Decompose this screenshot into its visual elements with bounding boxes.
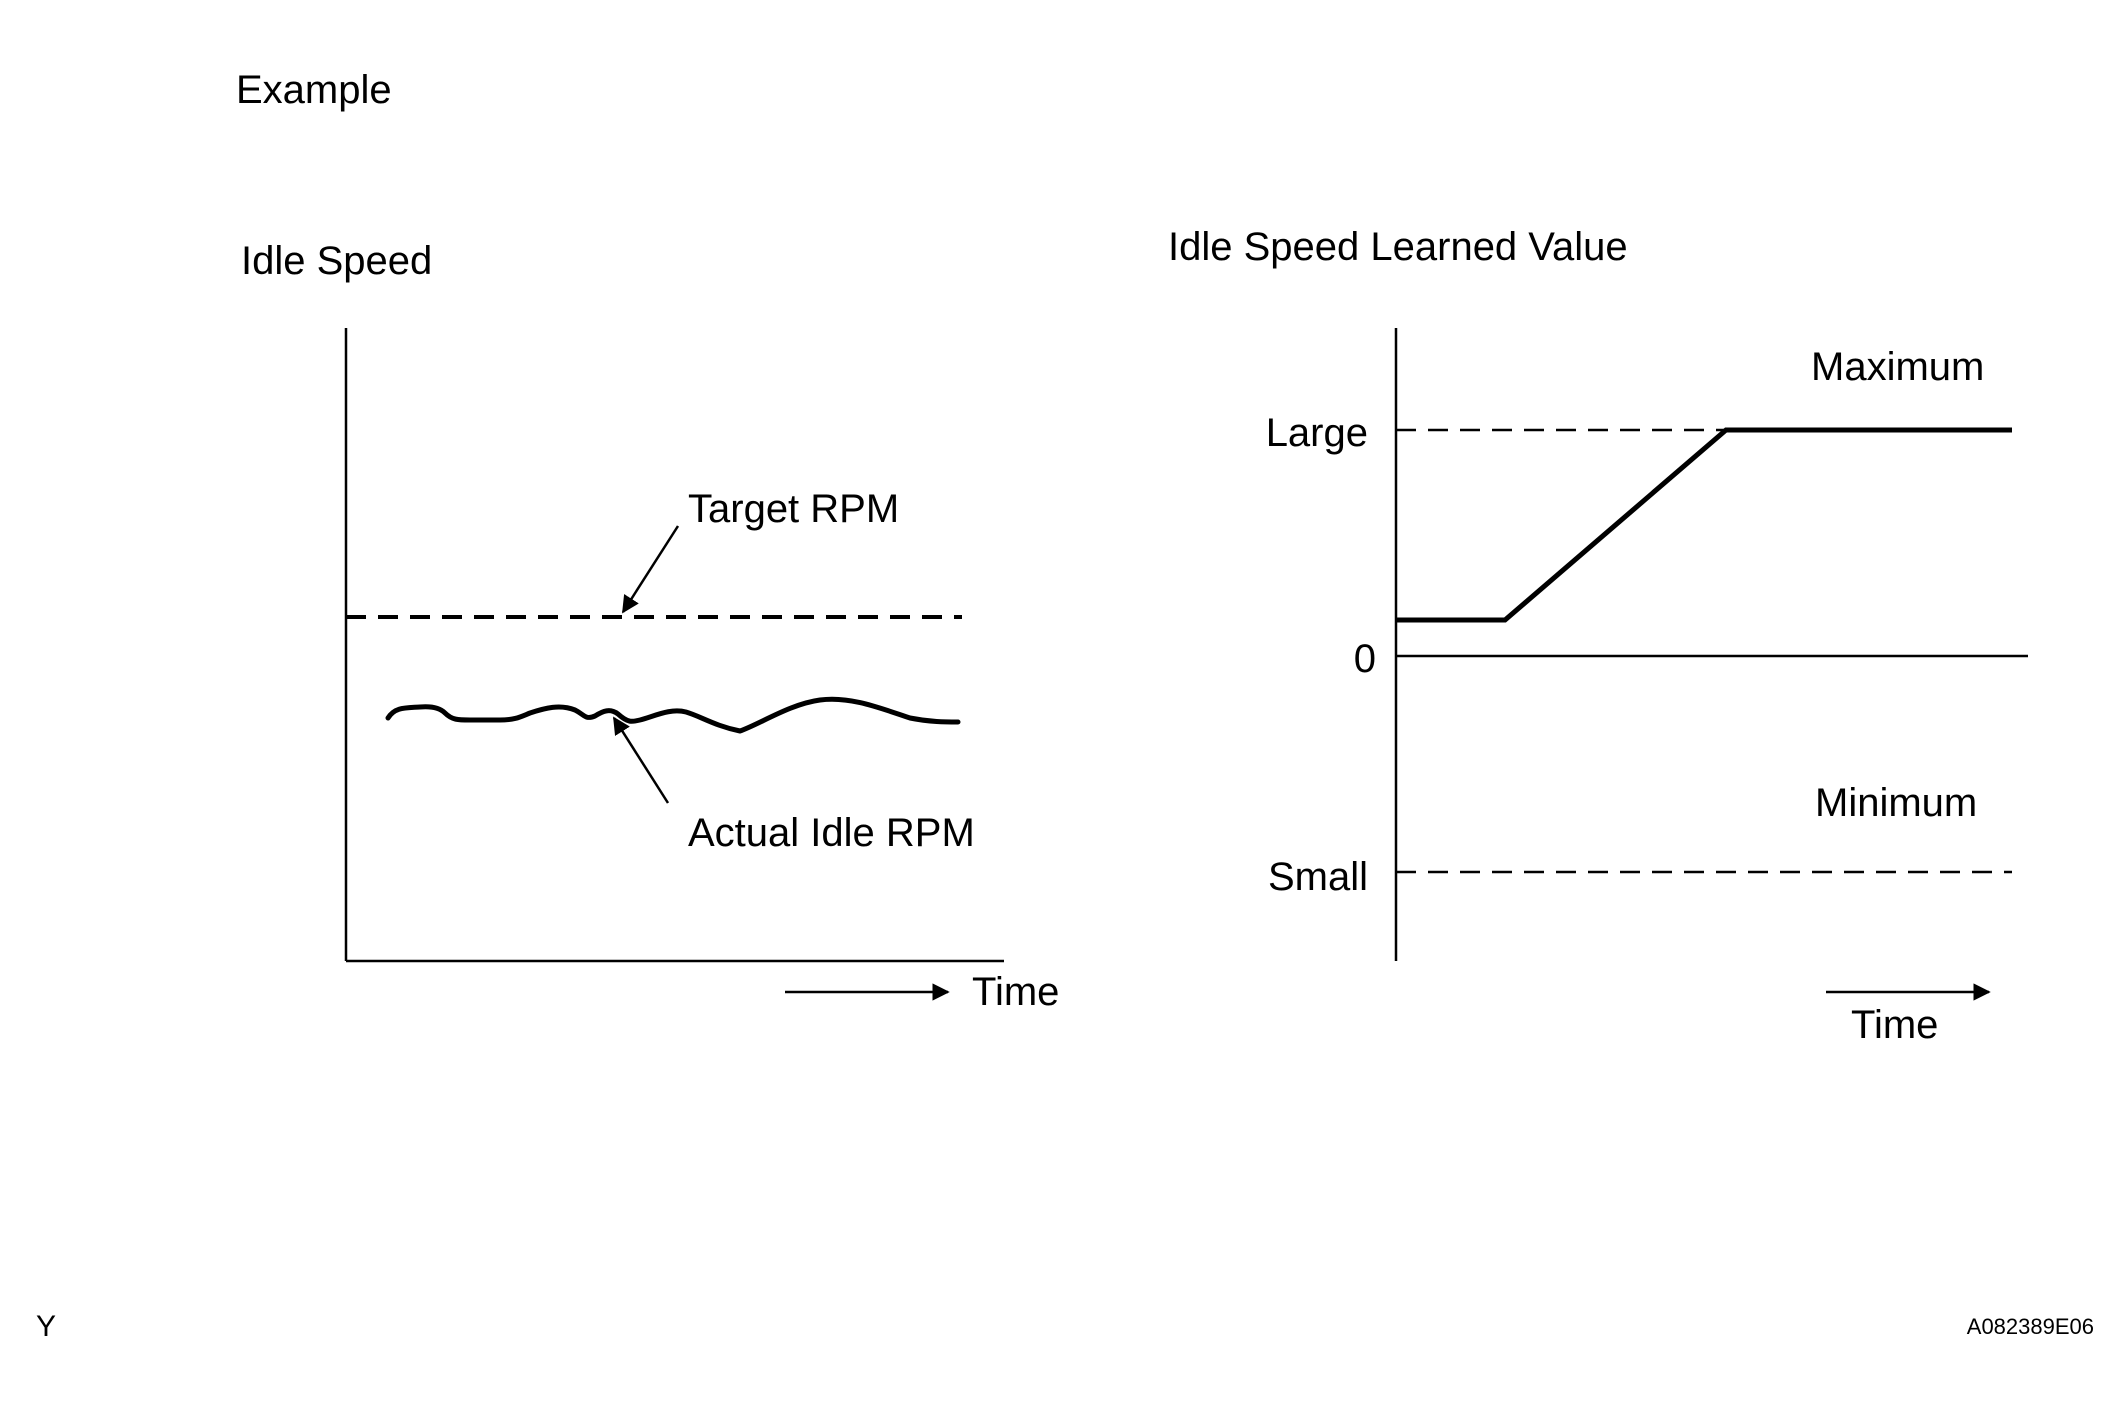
right-time-label: Time bbox=[1851, 1003, 1938, 1047]
maximum-label: Maximum bbox=[1811, 345, 1984, 389]
actual-idle-rpm-pointer bbox=[612, 716, 670, 804]
left-chart-title: Idle Speed bbox=[241, 239, 432, 283]
y-tick-large: Large bbox=[1266, 411, 1368, 455]
y-tick-zero: 0 bbox=[1354, 637, 1376, 681]
learned-value-line bbox=[1396, 427, 2012, 623]
heading: Example bbox=[236, 68, 392, 112]
actual-idle-rpm-line bbox=[385, 696, 961, 734]
corner-mark: Y bbox=[36, 1310, 56, 1343]
actual-idle-rpm-label: Actual Idle RPM bbox=[688, 811, 975, 855]
y-tick-small: Small bbox=[1268, 855, 1368, 899]
target-rpm-pointer bbox=[621, 525, 680, 614]
minimum-label: Minimum bbox=[1815, 781, 1977, 825]
target-rpm-label: Target RPM bbox=[688, 487, 899, 531]
left-time-label: Time bbox=[972, 970, 1059, 1014]
right-chart-title: Idle Speed Learned Value bbox=[1168, 225, 1628, 269]
figure-code: A082389E06 bbox=[1967, 1314, 2094, 1339]
